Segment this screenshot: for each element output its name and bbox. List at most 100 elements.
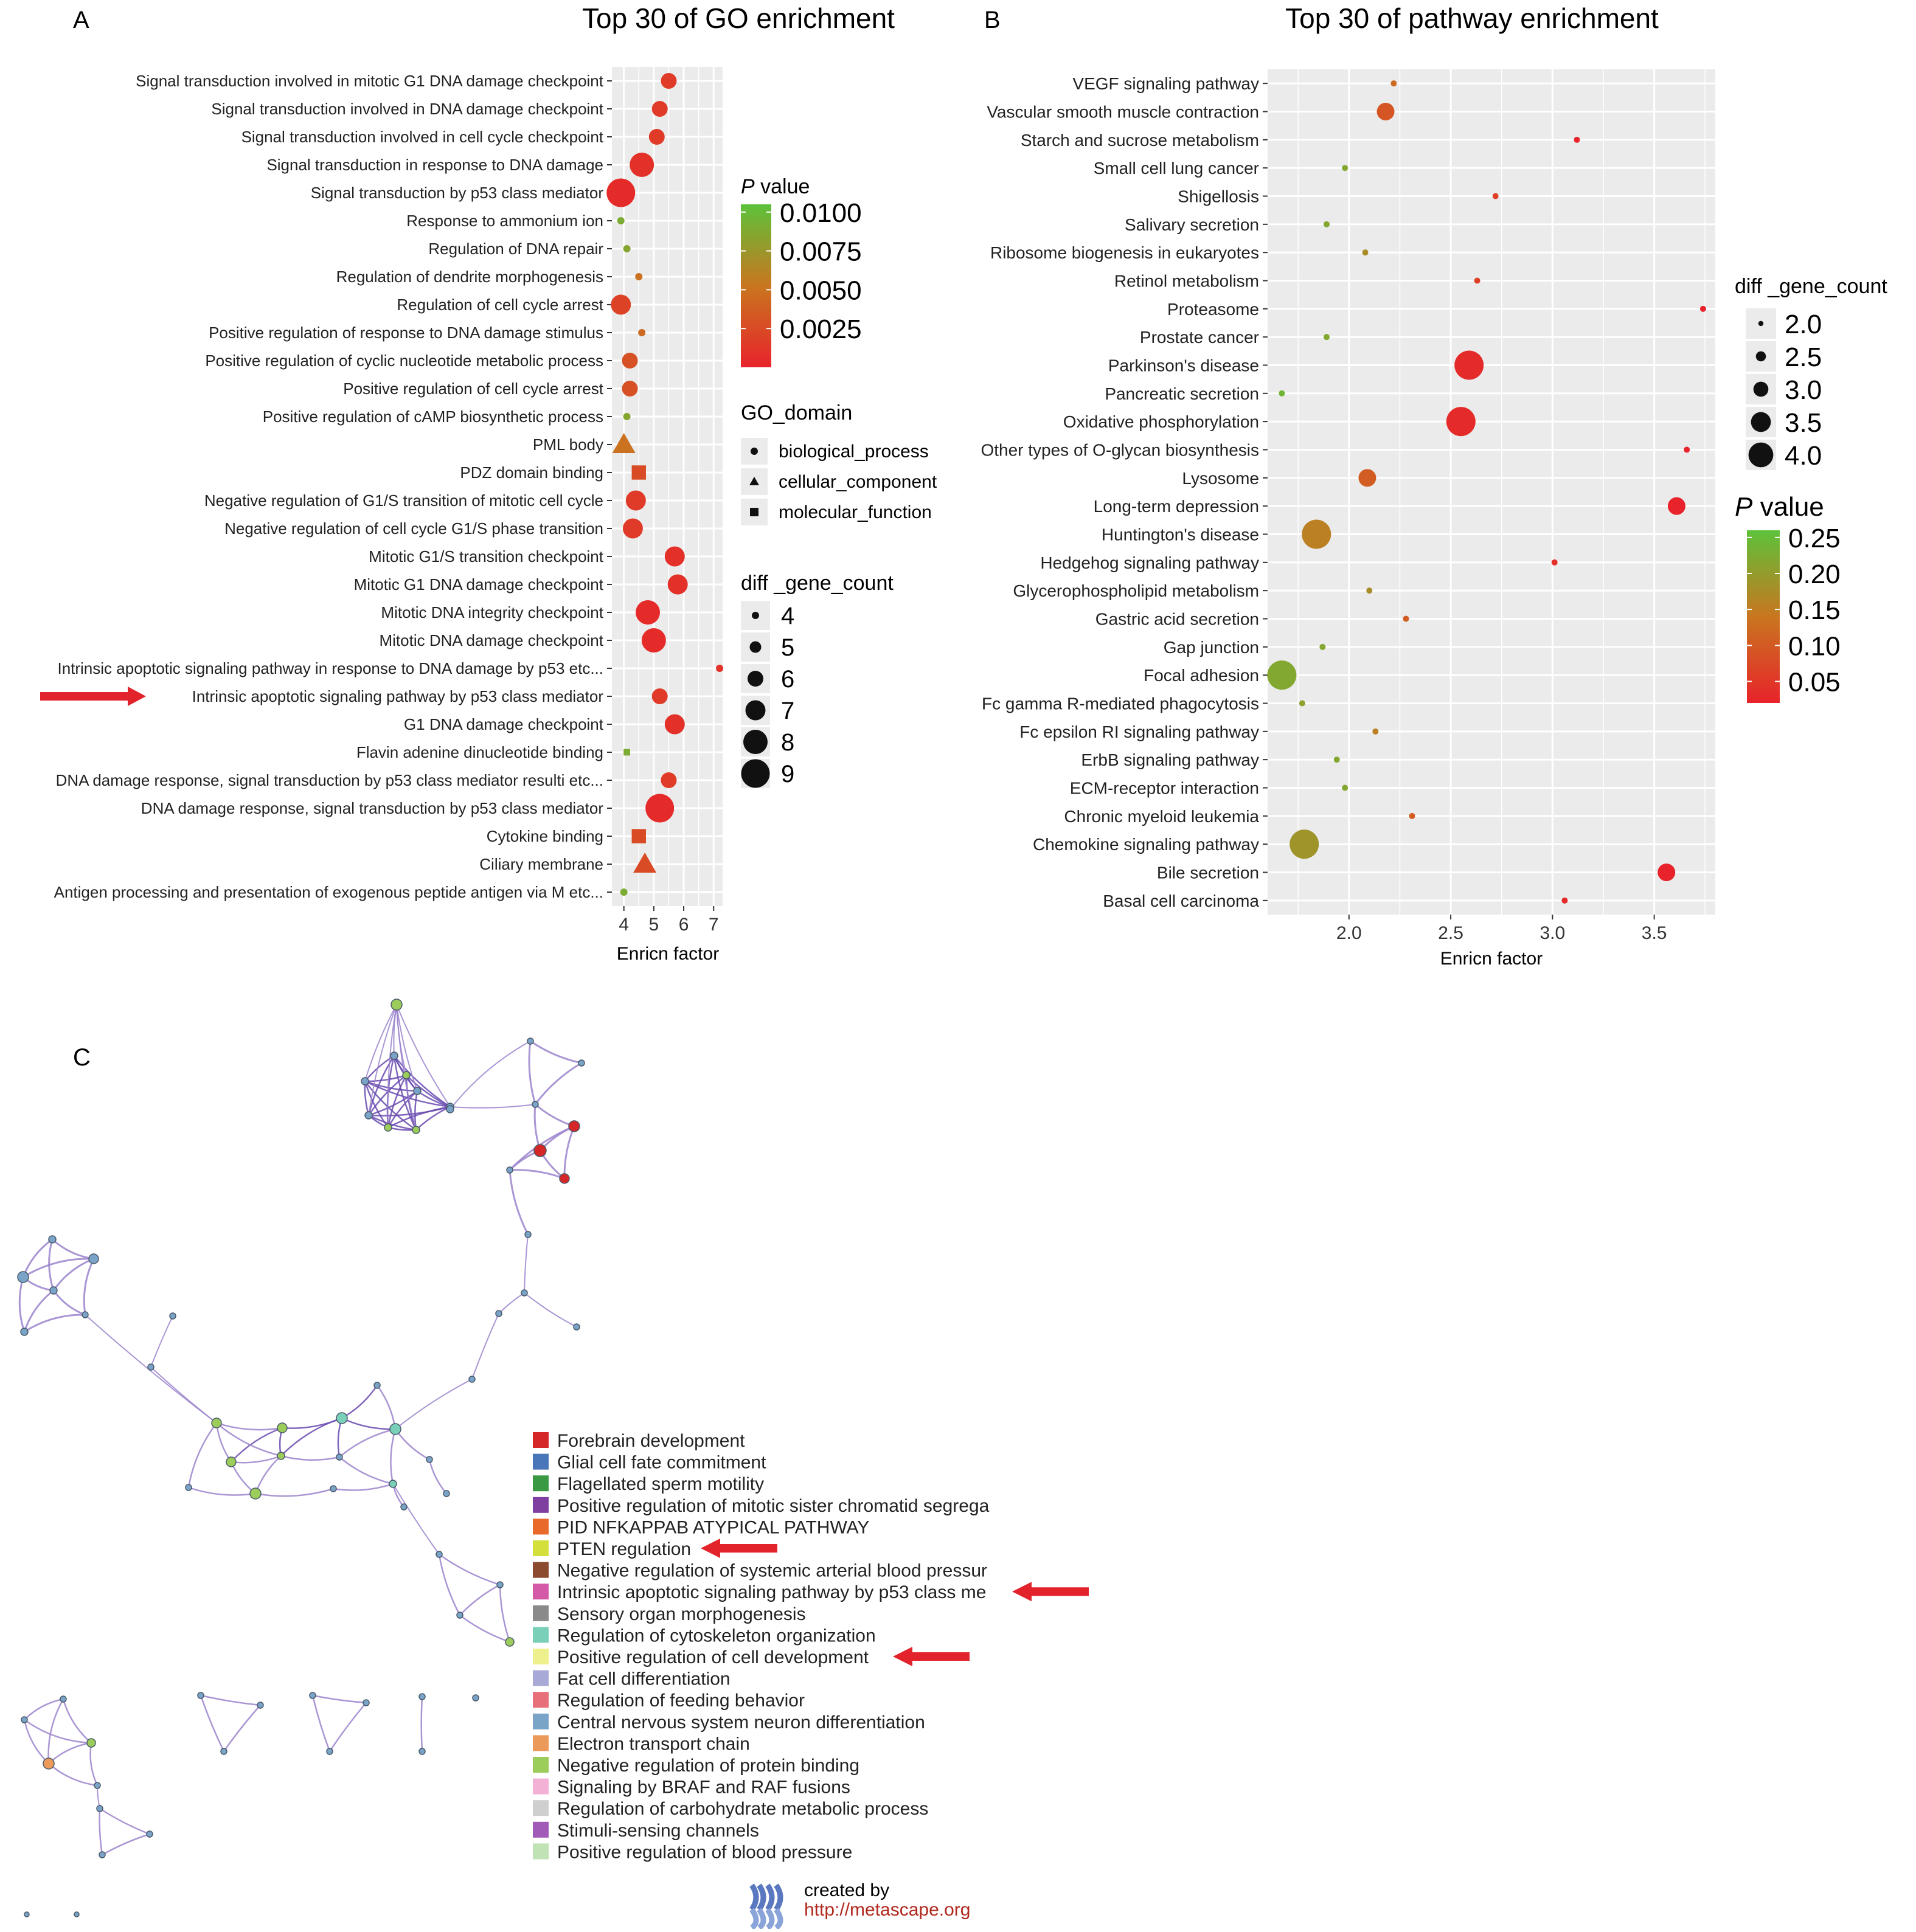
network-edge: [393, 1055, 417, 1130]
size-legend-label: 8: [781, 729, 794, 756]
legend-label: Sensory organ morphogenesis: [557, 1604, 806, 1624]
colorbar-tick-label: 0.10: [1788, 631, 1841, 661]
data-point: [1409, 812, 1415, 819]
network-edge: [255, 1487, 334, 1497]
category-label: Fc gamma R-mediated phagocytosis: [982, 694, 1259, 713]
legend-shape-square: [750, 508, 758, 516]
network-edge: [312, 1694, 367, 1704]
network-edge: [387, 1004, 397, 1128]
legend-label: Fat cell differentiation: [557, 1669, 731, 1689]
size-legend-label: 2.0: [1785, 310, 1822, 339]
colorbar-tick-label: 0.05: [1788, 668, 1841, 698]
panel-a-xlabel: Enricn factor: [617, 944, 719, 964]
network-node: [568, 1120, 580, 1132]
legend-swatch: [533, 1475, 549, 1492]
network-node: [24, 1911, 30, 1917]
category-label: Chronic myeloid leukemia: [1064, 807, 1259, 826]
network-edge: [367, 1075, 407, 1116]
data-point: [661, 73, 677, 89]
legend-label: Electron transport chain: [557, 1734, 750, 1754]
data-point: [1299, 700, 1305, 707]
network-node: [361, 1077, 369, 1085]
category-label: Gap junction: [1164, 638, 1259, 657]
category-label: Bile secretion: [1157, 864, 1259, 882]
data-point: [664, 546, 685, 567]
size-legend-label: 6: [781, 666, 794, 693]
network-edge: [223, 1705, 261, 1752]
network-edge: [387, 1075, 408, 1128]
network-node: [277, 1422, 288, 1433]
x-tick-label: 2.5: [1438, 923, 1463, 943]
network-edge: [364, 1081, 389, 1128]
network-node: [43, 1757, 55, 1770]
network-node: [402, 1071, 411, 1079]
network-node: [99, 1851, 106, 1858]
category-label: Chemokine signaling pathway: [1033, 835, 1259, 854]
data-point-square: [623, 749, 630, 756]
panel-b-title: Top 30 of pathway enrichment: [1285, 2, 1659, 34]
colorbar-tick-label: 0.0025: [780, 314, 862, 344]
size-legend-label: 2.5: [1785, 342, 1822, 372]
data-point: [1362, 249, 1369, 256]
network-node: [426, 1456, 433, 1463]
panel-a-letter: A: [73, 7, 89, 33]
network-node: [521, 1289, 528, 1297]
network-edge: [24, 1698, 64, 1720]
data-point: [651, 688, 668, 704]
category-label: Basal cell carcinoma: [1103, 892, 1259, 910]
network-node: [389, 1480, 397, 1488]
category-label: Cytokine binding: [487, 827, 603, 845]
category-label: Glycerophospholipid metabolism: [1013, 581, 1259, 600]
network-node: [74, 1911, 80, 1917]
size-legend-circle: [1751, 412, 1771, 432]
network-node: [20, 1328, 29, 1336]
domain-legend-label: cellular_component: [779, 472, 937, 492]
category-label: Long-term depression: [1094, 497, 1259, 516]
data-point: [1372, 728, 1379, 735]
network-edge: [396, 1004, 417, 1130]
network-edge: [449, 1040, 531, 1110]
size-legend-circle: [1758, 320, 1764, 327]
category-label: G1 DNA damage checkpoint: [404, 715, 604, 733]
network-node: [418, 1693, 426, 1700]
network-node: [400, 1503, 408, 1511]
legend-swatch: [533, 1562, 549, 1578]
legend-label: PID NFKAPPAB ATYPICAL PATHWAY: [557, 1517, 869, 1537]
network-edge: [99, 1807, 150, 1835]
network-edge: [200, 1695, 225, 1752]
network-node: [446, 1105, 454, 1113]
data-point: [1302, 519, 1331, 549]
category-label: Proteasome: [1167, 300, 1259, 319]
category-label: Regulation of DNA repair: [428, 240, 603, 258]
category-label: Lysosome: [1182, 469, 1259, 488]
panel-b-letter: B: [984, 7, 1001, 33]
data-point: [1561, 897, 1568, 904]
data-point: [1358, 469, 1376, 487]
network-edge: [471, 1313, 499, 1380]
category-label: PML body: [533, 435, 603, 454]
data-point-square: [631, 465, 646, 480]
network-edge: [216, 1422, 283, 1431]
category-label: Regulation of cell cycle arrest: [397, 296, 603, 314]
network-edge: [509, 1169, 565, 1180]
network-edge: [62, 1698, 92, 1743]
data-point: [1342, 784, 1348, 791]
colorbar-tick-label: 0.0075: [780, 237, 862, 267]
legend-label: Intrinsic apoptotic signaling pathway by…: [557, 1582, 986, 1602]
network-node: [413, 1087, 422, 1095]
network-node: [495, 1310, 502, 1317]
network-edge: [24, 1719, 92, 1744]
network-node: [436, 1551, 443, 1558]
network-edge: [368, 1004, 397, 1116]
legend-arrow: [701, 1539, 777, 1558]
size-legend-label: 9: [781, 761, 794, 788]
data-point: [622, 353, 638, 369]
network-node: [60, 1695, 67, 1703]
network-node: [418, 1748, 426, 1755]
credit-link[interactable]: http://metascape.org: [804, 1900, 971, 1920]
metascape-logo: [749, 1883, 783, 1930]
network-edge: [387, 1090, 418, 1128]
network-edge: [150, 1315, 173, 1368]
data-point: [1289, 829, 1319, 859]
network-node: [533, 1144, 547, 1157]
